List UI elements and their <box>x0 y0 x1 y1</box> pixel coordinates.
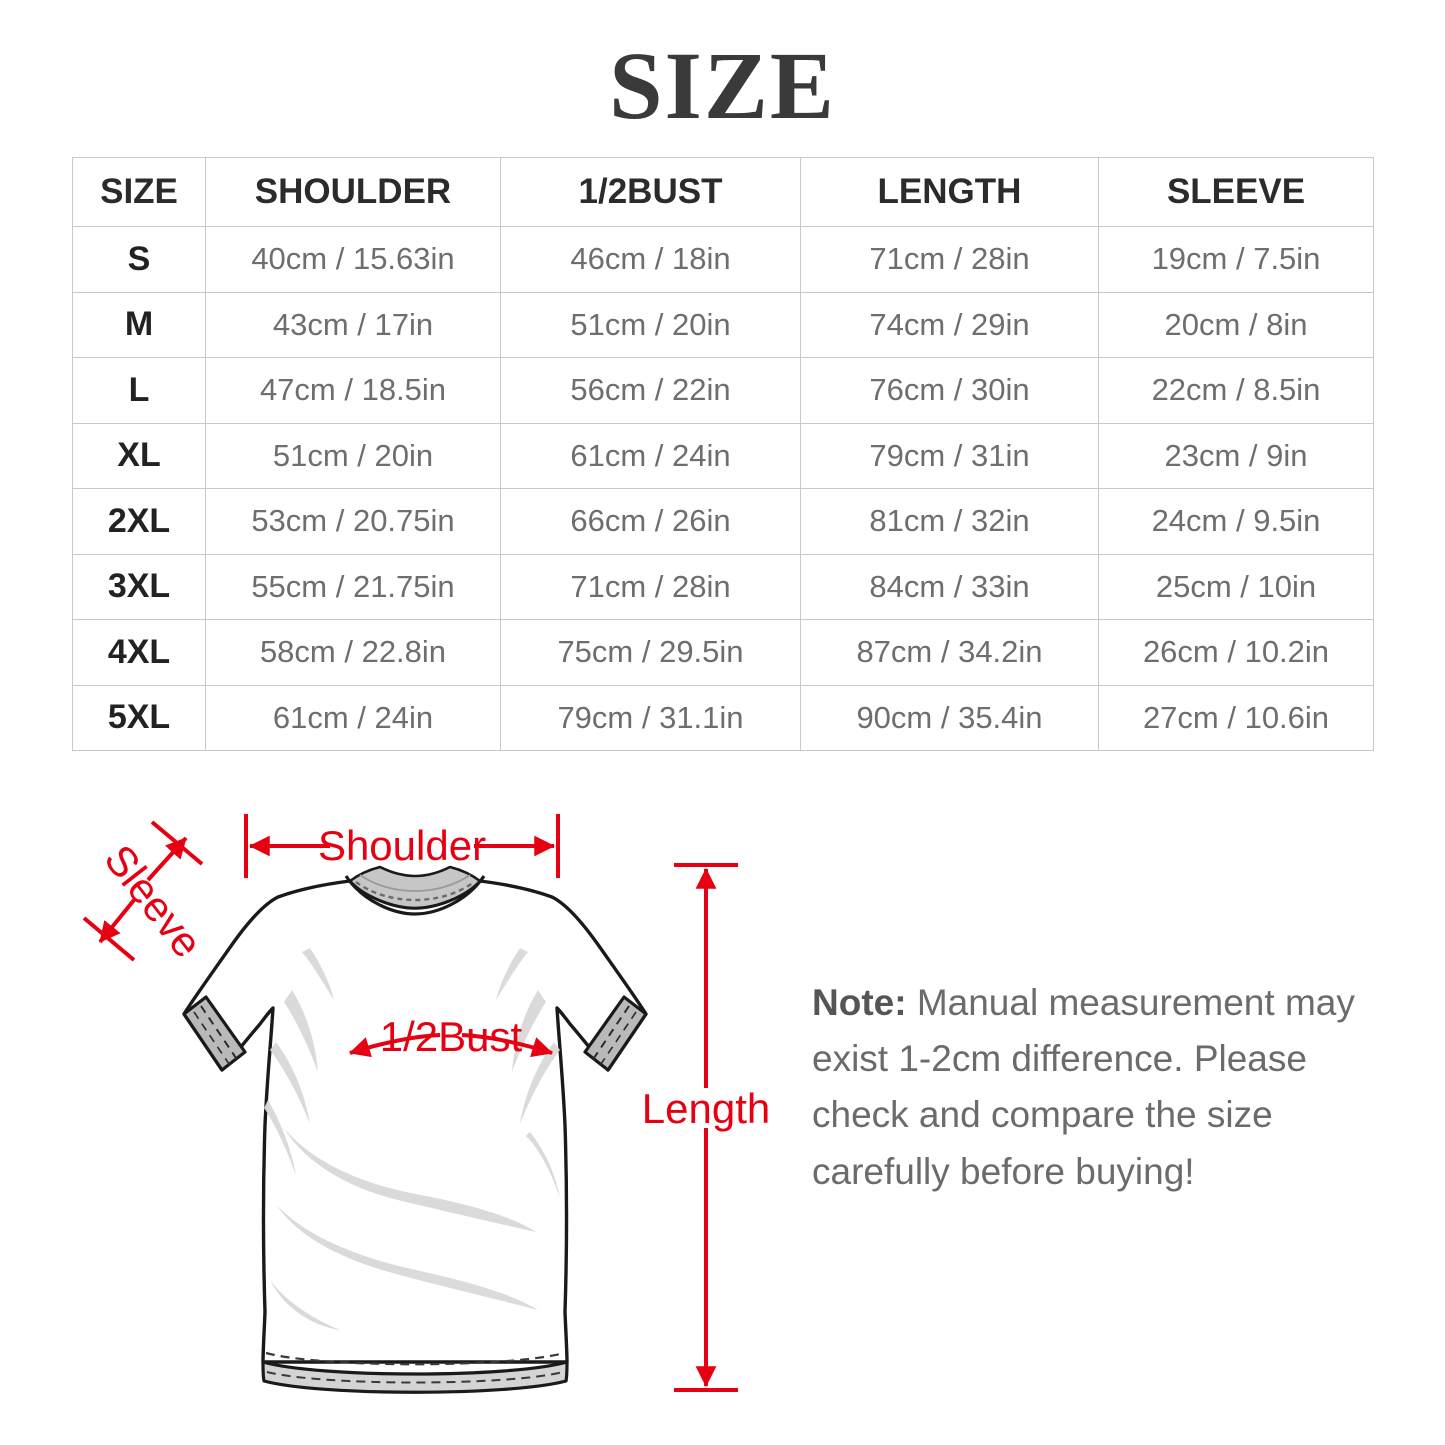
note-block: Note: Manual measurement may exist 1-2cm… <box>812 975 1382 1200</box>
collar-inner <box>348 865 482 910</box>
cell-sleeve: 27cm / 10.6in <box>1098 684 1374 751</box>
cell-length: 90cm / 35.4in <box>800 684 1099 751</box>
tshirt-diagram <box>182 865 648 1394</box>
left-cuff-stitch-2 <box>193 1011 232 1068</box>
cell-length: 76cm / 30in <box>800 357 1099 424</box>
sleeve-annotation: Sleeve <box>82 820 211 966</box>
hem-stitch-upper <box>265 1351 565 1366</box>
cell-bust: 51cm / 20in <box>500 291 801 358</box>
table-row: 4XL 58cm / 22.8in 75cm / 29.5in 87cm / 3… <box>72 619 1374 686</box>
cell-bust: 71cm / 28in <box>500 553 801 620</box>
shoulder-label: Shoulder <box>318 822 486 869</box>
length-annotation: Length <box>642 863 770 1392</box>
note-text: Manual measurement may exist 1-2cm diffe… <box>812 982 1355 1192</box>
collar-outer <box>344 875 486 916</box>
cell-length: 79cm / 31in <box>800 422 1099 489</box>
cell-bust: 75cm / 29.5in <box>500 619 801 686</box>
shirt-body-outline <box>182 879 648 1364</box>
right-cuff-stitch <box>591 1005 630 1062</box>
cell-length: 71cm / 28in <box>800 226 1099 293</box>
cell-shoulder: 58cm / 22.8in <box>205 619 501 686</box>
table-header-row: SIZE SHOULDER 1/2BUST LENGTH SLEEVE <box>72 157 1374 227</box>
cell-length: 84cm / 33in <box>800 553 1099 620</box>
cell-bust: 46cm / 18in <box>500 226 801 293</box>
cell-sleeve: 19cm / 7.5in <box>1098 226 1374 293</box>
cell-size: 2XL <box>72 488 206 555</box>
cell-bust: 79cm / 31.1in <box>500 684 801 751</box>
cell-sleeve: 23cm / 9in <box>1098 422 1374 489</box>
table-row: 3XL 55cm / 21.75in 71cm / 28in 84cm / 33… <box>72 553 1374 620</box>
cell-shoulder: 61cm / 24in <box>205 684 501 751</box>
page-title: SIZE <box>609 32 836 139</box>
bust-annotation: 1/2Bust <box>349 1013 553 1060</box>
cell-length: 81cm / 32in <box>800 488 1099 555</box>
cell-sleeve: 25cm / 10in <box>1098 553 1374 620</box>
measurement-illustration: Shoulder Sleeve 1/2Bust Length <box>0 770 1445 1445</box>
column-header-bust: 1/2BUST <box>500 157 801 227</box>
cell-size: S <box>72 226 206 293</box>
table-row: 2XL 53cm / 20.75in 66cm / 26in 81cm / 32… <box>72 488 1374 555</box>
cell-size: 3XL <box>72 553 206 620</box>
cell-length: 87cm / 34.2in <box>800 619 1099 686</box>
measurement-annotations: Shoulder Sleeve 1/2Bust Length <box>82 814 770 1392</box>
column-header-size: SIZE <box>72 157 206 227</box>
column-header-shoulder: SHOULDER <box>205 157 501 227</box>
left-sleeve-cuff <box>182 995 247 1072</box>
cell-bust: 66cm / 26in <box>500 488 801 555</box>
cell-shoulder: 47cm / 18.5in <box>205 357 501 424</box>
right-cuff-stitch-2 <box>598 1011 637 1068</box>
cell-shoulder: 51cm / 20in <box>205 422 501 489</box>
table-row: L 47cm / 18.5in 56cm / 22in 76cm / 30in … <box>72 357 1374 424</box>
cell-length: 74cm / 29in <box>800 291 1099 358</box>
cell-bust: 61cm / 24in <box>500 422 801 489</box>
table-row: 5XL 61cm / 24in 79cm / 31.1in 90cm / 35.… <box>72 684 1374 751</box>
cell-shoulder: 55cm / 21.75in <box>205 553 501 620</box>
note-label: Note: <box>812 982 907 1023</box>
cell-sleeve: 20cm / 8in <box>1098 291 1374 358</box>
length-label: Length <box>642 1085 770 1132</box>
cell-shoulder: 40cm / 15.63in <box>205 226 501 293</box>
cell-bust: 56cm / 22in <box>500 357 801 424</box>
right-sleeve-cuff <box>583 995 648 1072</box>
cell-shoulder: 43cm / 17in <box>205 291 501 358</box>
cell-sleeve: 22cm / 8.5in <box>1098 357 1374 424</box>
cell-shoulder: 53cm / 20.75in <box>205 488 501 555</box>
fabric-shading <box>264 948 560 1330</box>
cell-size: 4XL <box>72 619 206 686</box>
table-row: M 43cm / 17in 51cm / 20in 74cm / 29in 20… <box>72 291 1374 358</box>
table-row: XL 51cm / 20in 61cm / 24in 79cm / 31in 2… <box>72 422 1374 489</box>
left-cuff-stitch <box>200 1005 239 1062</box>
table-row: S 40cm / 15.63in 46cm / 18in 71cm / 28in… <box>72 226 1374 293</box>
column-header-sleeve: SLEEVE <box>1098 157 1374 227</box>
collar-rib-edge <box>359 874 471 892</box>
cell-sleeve: 26cm / 10.2in <box>1098 619 1374 686</box>
cell-size: M <box>72 291 206 358</box>
cell-size: 5XL <box>72 684 206 751</box>
size-chart-table: SIZE SHOULDER 1/2BUST LENGTH SLEEVE S 40… <box>72 157 1374 751</box>
bust-label: 1/2Bust <box>380 1013 523 1060</box>
bottom-hem <box>261 1360 569 1394</box>
cell-size: XL <box>72 422 206 489</box>
shoulder-annotation: Shoulder <box>244 814 560 878</box>
cell-sleeve: 24cm / 9.5in <box>1098 488 1374 555</box>
cell-size: L <box>72 357 206 424</box>
column-header-length: LENGTH <box>800 157 1099 227</box>
